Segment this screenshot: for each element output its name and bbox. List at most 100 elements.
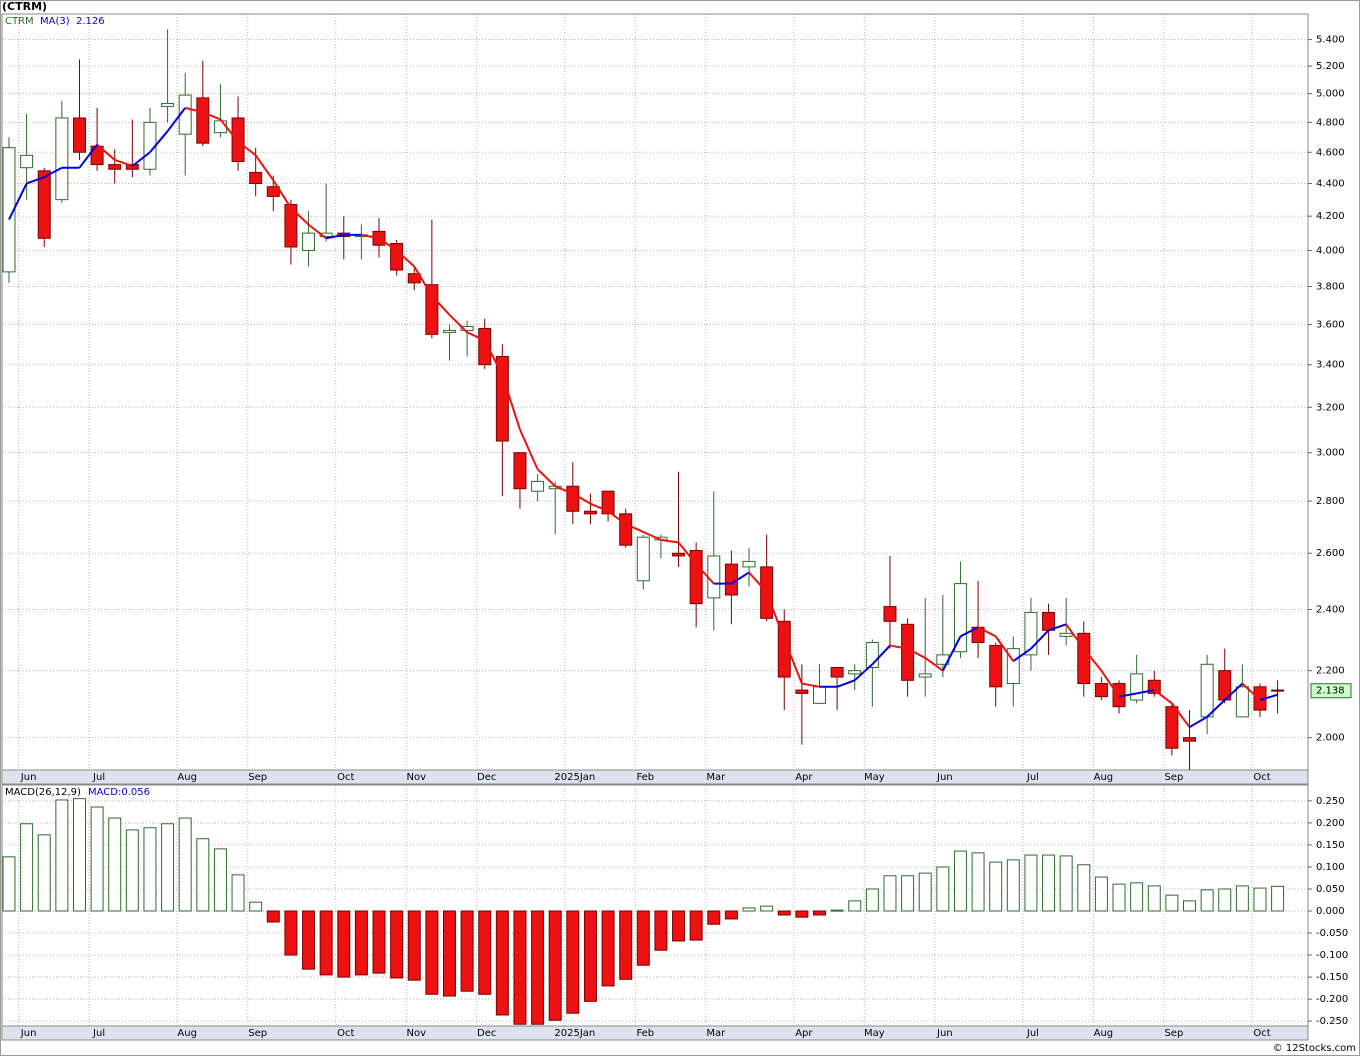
legend-macd-value: MACD:0.056 <box>88 787 150 798</box>
candle-body <box>813 686 826 704</box>
macd-bar <box>390 910 404 979</box>
macd-bar <box>1218 888 1232 912</box>
macd-bar <box>531 910 545 1025</box>
last-price-label: 2.138 <box>1316 686 1345 697</box>
macd-bar <box>583 910 597 1002</box>
macd-bar <box>495 910 509 1016</box>
ma-segment <box>1259 693 1278 701</box>
legend-symbol: CTRM <box>5 16 34 27</box>
y-tick-label: 2.400 <box>1316 604 1345 615</box>
macd-bar <box>442 910 456 997</box>
candle-body <box>724 563 738 596</box>
candle-body <box>777 620 791 678</box>
macd-bar <box>1253 887 1267 912</box>
macd-bar <box>425 910 439 995</box>
y-tick-label: 5.400 <box>1316 35 1345 46</box>
y-tick-label: 5.200 <box>1316 61 1345 72</box>
macd-bar <box>90 806 104 912</box>
ma-segment <box>8 183 28 220</box>
ma-segment <box>501 374 521 430</box>
macd-bar <box>883 875 897 912</box>
candle-body <box>1165 706 1179 749</box>
candle-body <box>601 490 615 515</box>
macd-bar <box>619 910 633 980</box>
macd-bar <box>460 910 474 992</box>
macd-bar <box>636 910 650 966</box>
macd-bar <box>266 910 280 923</box>
candle-body <box>1147 679 1161 694</box>
macd-bar <box>777 910 791 916</box>
x-tick-label: Jun <box>936 1028 953 1039</box>
candle-body <box>636 536 650 582</box>
ma-segment <box>1030 629 1050 650</box>
grid <box>2 14 1308 1026</box>
ma-segment <box>1153 689 1173 705</box>
macd-bar <box>407 910 421 981</box>
ma-segment <box>466 331 486 342</box>
macd-bar <box>601 910 615 987</box>
ma-segment <box>254 154 275 181</box>
candle-body <box>1024 611 1038 656</box>
y-tick-label: 3.600 <box>1316 320 1345 331</box>
candle-body <box>478 327 492 366</box>
macd-bar <box>865 888 879 912</box>
macd-bar <box>125 829 139 912</box>
candle-body <box>1059 632 1073 637</box>
macd-bar <box>1006 859 1020 912</box>
candle-body <box>1271 689 1285 692</box>
ma-segment <box>1241 682 1261 701</box>
x-tick-label: Oct <box>1253 1028 1270 1039</box>
macd-bar <box>1200 889 1214 912</box>
candle-body <box>742 560 756 568</box>
candle-body <box>442 329 456 333</box>
macd-bar <box>354 910 368 976</box>
macd-bar <box>566 910 580 1014</box>
macd-bar <box>760 905 774 912</box>
macd-bar <box>1024 854 1038 912</box>
ma-segment <box>361 233 380 240</box>
macd-bar <box>55 799 69 912</box>
candle-body <box>37 170 51 239</box>
ma-segment <box>272 179 292 209</box>
macd-bar <box>319 910 333 976</box>
x-tick-label: Oct <box>337 1028 354 1039</box>
macd-bar <box>689 910 703 941</box>
ma-segment <box>307 223 327 240</box>
ma-segment <box>765 591 786 640</box>
candle-body <box>55 117 69 201</box>
macd-bar <box>478 910 492 995</box>
candle-body <box>566 485 580 512</box>
macd-bar <box>372 910 386 974</box>
y-tick-label: 0.200 <box>1316 818 1345 829</box>
candle-body <box>2 147 16 273</box>
macd-bar <box>1042 854 1056 912</box>
macd-bar <box>672 910 686 942</box>
macd-bar <box>196 838 210 912</box>
x-tick-label: Nov <box>406 772 426 783</box>
ma-segment <box>536 468 556 487</box>
macd-bar <box>1183 900 1196 912</box>
macd-bar <box>231 874 245 912</box>
macd-bar <box>1235 885 1249 912</box>
x-tick-label: Sep <box>248 772 267 783</box>
y-tick-label: 2.800 <box>1316 496 1345 507</box>
y-tick-label: 4.600 <box>1316 147 1345 158</box>
ma-segment <box>202 111 221 121</box>
macd-bar <box>830 909 844 912</box>
candle-body <box>1006 648 1020 685</box>
y-tick-label: -0.200 <box>1316 994 1348 1005</box>
y-tick-label: 2.200 <box>1316 666 1345 677</box>
y-tick-label: 3.200 <box>1316 402 1345 413</box>
macd-bar <box>108 817 122 912</box>
macd-bar <box>971 852 985 912</box>
macd-bar <box>654 910 668 951</box>
macd-bar <box>284 910 298 956</box>
macd-bar <box>918 872 932 912</box>
ma-segment <box>801 682 820 688</box>
legend-ma: MA(3) <box>40 16 70 27</box>
x-tick-label: Sep <box>1164 772 1183 783</box>
ma-segment <box>1012 647 1032 662</box>
ma-segment <box>448 314 468 334</box>
macd-bar <box>1271 885 1285 912</box>
